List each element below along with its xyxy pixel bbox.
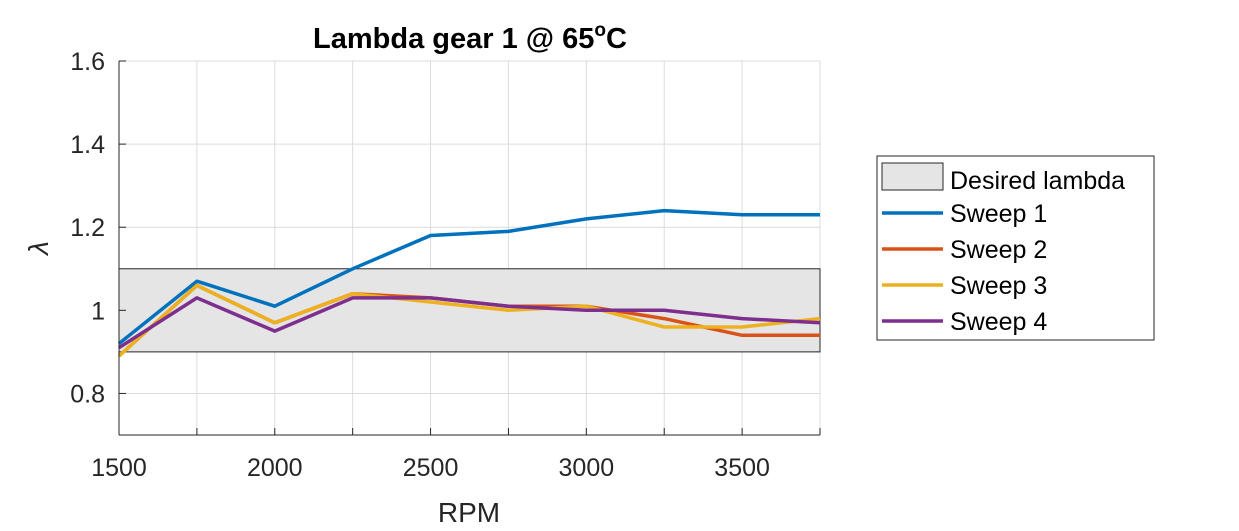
- legend-label-desired-lambda: Desired lambda: [950, 167, 1125, 195]
- series-lines: [117, 208, 821, 358]
- legend-label-sweep-1: Sweep 1: [950, 200, 1047, 228]
- legend-label-sweep-2: Sweep 2: [950, 236, 1047, 264]
- x-tick-label-2500: 2500: [403, 454, 459, 482]
- axes: [118, 60, 821, 436]
- series-line-sweep-3: [117, 283, 821, 358]
- tick-labels: 1500 2000 2500 3000 3500 0.8 1 1.2 1.4 1.6: [70, 48, 770, 482]
- desired-lambda-band: [118, 268, 821, 353]
- x-tick-label-2000: 2000: [247, 454, 303, 482]
- legend-label-sweep-4: Sweep 4: [950, 308, 1047, 336]
- grid-lines: [118, 60, 821, 435]
- y-tick-label-1.4: 1.4: [70, 131, 105, 159]
- x-axis-label: RPM: [438, 497, 500, 528]
- x-tick-label-1500: 1500: [91, 454, 147, 482]
- y-axis-label: λ: [23, 241, 54, 257]
- series-line-sweep-4: [118, 296, 821, 350]
- x-tick-label-3000: 3000: [559, 454, 615, 482]
- chart-title-superscript: o: [594, 20, 606, 41]
- y-tick-label-1.6: 1.6: [70, 48, 105, 76]
- legend: Desired lambda Sweep 1 Sweep 2 Sweep 3 Swee…: [876, 155, 1155, 341]
- y-tick-label-1.2: 1.2: [70, 214, 105, 242]
- series-line-sweep-1: [117, 208, 820, 345]
- chart-title: Lambda gear 1 @ 65oC: [313, 20, 627, 55]
- legend-swatch-desired-lambda: [881, 162, 944, 191]
- chart-title-main: Lambda gear 1 @ 65: [313, 23, 594, 55]
- x-tick-label-3500: 3500: [714, 454, 770, 482]
- y-tick-label-1: 1: [91, 297, 105, 325]
- y-tick-label-0.8: 0.8: [70, 380, 105, 408]
- chart-title-end: C: [606, 23, 627, 55]
- legend-label-sweep-3: Sweep 3: [950, 272, 1047, 300]
